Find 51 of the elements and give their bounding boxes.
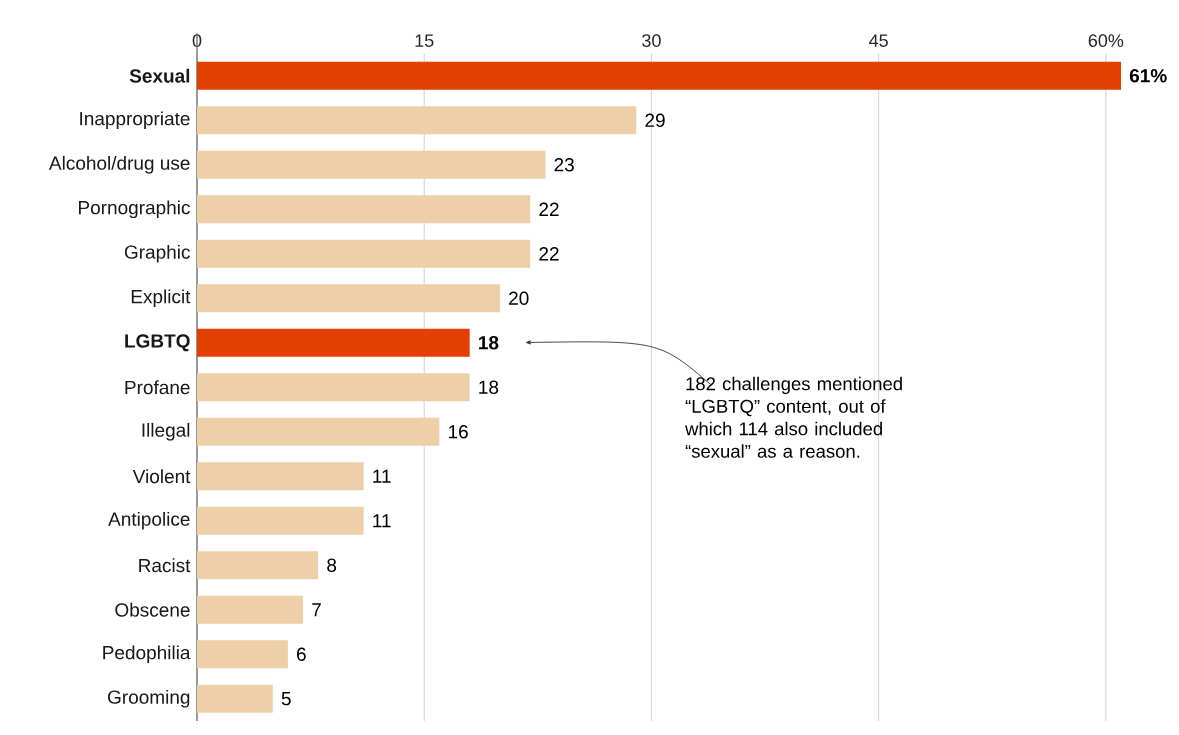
- bar: [197, 328, 470, 357]
- bar: [197, 417, 440, 446]
- bar: [197, 595, 304, 624]
- y-tick-label: Obscene: [115, 602, 190, 617]
- x-tick-label: 0: [192, 34, 202, 47]
- bar: [197, 284, 500, 313]
- data-label: 22: [539, 247, 559, 261]
- bar: [197, 462, 364, 491]
- y-tick-label: Pedophilia: [103, 645, 191, 664]
- bar: [197, 61, 1121, 90]
- data-label: 16: [449, 425, 468, 439]
- data-label: 18: [479, 380, 499, 394]
- y-tick-label: Illegal: [142, 422, 190, 441]
- data-label: 29: [645, 113, 665, 127]
- y-tick-label: Explicit: [131, 289, 191, 308]
- annotation: 182 challenges mentioned “LGBTQ” content, out of which 114 also included “sexual” as a reason.: [685, 376, 902, 458]
- y-tick-label: Inappropriate: [80, 111, 190, 130]
- data-label: 8: [327, 558, 337, 572]
- data-label: 61%: [1129, 69, 1167, 83]
- data-label: 22: [539, 202, 559, 216]
- bar: [197, 506, 364, 535]
- data-label: 7: [312, 603, 321, 617]
- data-label: 11: [373, 514, 391, 528]
- y-tick-label: Pornographic: [79, 200, 190, 219]
- data-label: 6: [297, 647, 306, 661]
- x-tick-label: 15: [415, 34, 434, 47]
- data-label: 11: [373, 469, 391, 483]
- y-tick-label: Sexual: [129, 68, 190, 83]
- data-label: 23: [554, 158, 574, 172]
- bar: [197, 195, 531, 224]
- x-tick-label: 45: [869, 34, 888, 47]
- bar: [197, 640, 288, 669]
- data-label: 5: [281, 692, 291, 706]
- x-tick-label: 60%: [1088, 34, 1124, 47]
- bar: [197, 239, 531, 268]
- bar: [197, 106, 637, 135]
- y-tick-label: Graphic: [124, 244, 190, 263]
- data-label: 18: [479, 336, 499, 350]
- data-label: 20: [509, 291, 529, 305]
- y-tick-label: Antipolice: [108, 511, 190, 530]
- y-tick-label: Profane: [125, 380, 190, 395]
- bar: [197, 373, 470, 402]
- x-tick-label: 30: [642, 34, 661, 47]
- y-tick-label: Grooming: [108, 689, 190, 708]
- y-tick-label: Racist: [139, 558, 191, 573]
- y-tick-label: Violent: [132, 469, 191, 484]
- y-tick-label: LGBTQ: [125, 334, 190, 352]
- bar: [197, 684, 273, 713]
- bar: [197, 150, 546, 179]
- y-tick-label: Alcohol/drug use: [48, 155, 190, 174]
- bar: [197, 551, 319, 580]
